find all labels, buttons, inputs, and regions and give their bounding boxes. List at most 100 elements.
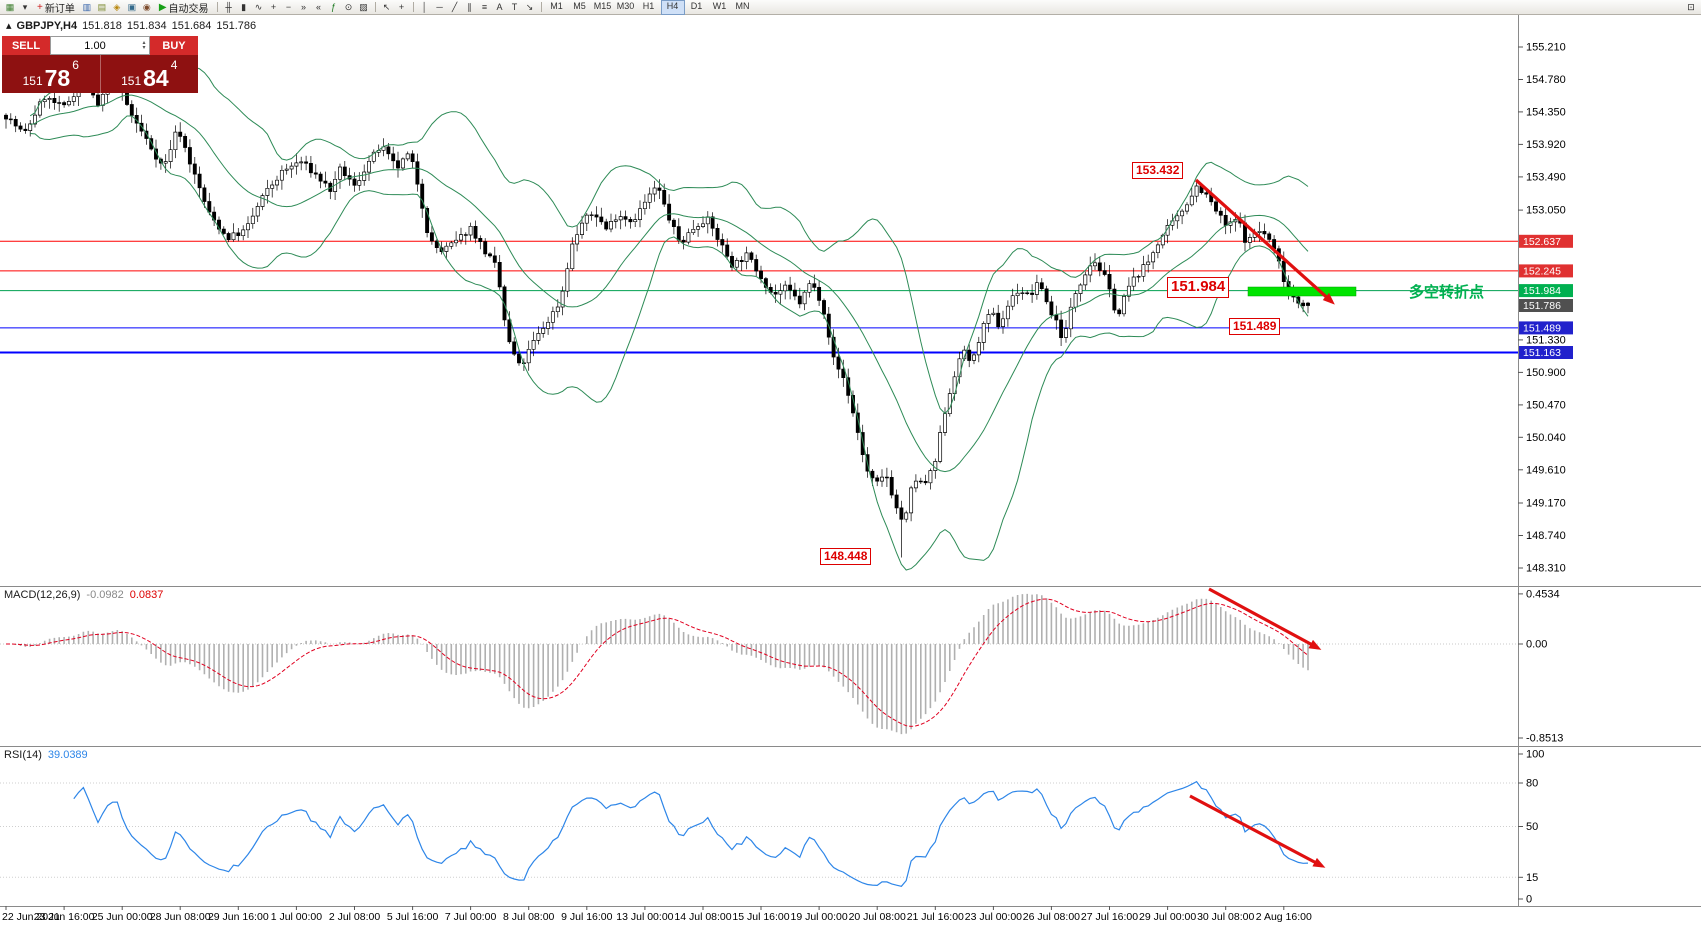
line-chart-icon[interactable]: ∿ <box>254 1 263 12</box>
indicators-icon[interactable]: ƒ <box>331 1 337 12</box>
svg-text:14 Jul 08:00: 14 Jul 08:00 <box>674 911 731 923</box>
timeframe-h4[interactable]: H4 <box>660 0 685 15</box>
new-chart-button[interactable]: ▦ <box>5 1 15 12</box>
timeframe-h1[interactable]: H1 <box>642 0 655 11</box>
timeframe-mn[interactable]: MN <box>735 0 750 11</box>
navigator-icon[interactable]: ◈ <box>113 1 121 12</box>
buy-price-prefix: 151 <box>121 74 142 88</box>
market-watch-icon[interactable]: ▥ <box>82 1 92 12</box>
svg-text:29 Jun 16:00: 29 Jun 16:00 <box>208 911 269 923</box>
templates-icon[interactable]: ▨ <box>359 1 368 12</box>
svg-text:153.920: 153.920 <box>1526 139 1566 151</box>
volume-up-icon[interactable]: ▴ <box>142 39 146 46</box>
svg-text:151.786: 151.786 <box>1523 300 1561 312</box>
svg-text:20 Jul 08:00: 20 Jul 08:00 <box>849 911 906 923</box>
annotation-peak-price[interactable]: 153.432 <box>1132 162 1184 179</box>
volume-spinner[interactable]: ▴ ▾ <box>139 39 149 51</box>
price-axis[interactable]: 155.210 154.780 154.350 153.920 153.490 153.0… <box>1518 42 1573 575</box>
buy-price-sup: 4 <box>170 58 178 72</box>
new-chart-dropdown-icon[interactable]: ▾ <box>22 1 28 12</box>
timeframe-m15[interactable]: M15 <box>593 0 612 11</box>
svg-text:50: 50 <box>1526 821 1538 833</box>
buy-price-button[interactable]: 151 84 4 <box>101 55 199 93</box>
sell-button[interactable]: SELL <box>2 36 50 55</box>
rsi-axis[interactable]: 100 80 50 15 0 <box>1518 749 1544 906</box>
svg-text:2 Aug 16:00: 2 Aug 16:00 <box>1256 911 1312 923</box>
crosshair-icon[interactable]: + <box>398 1 405 12</box>
sell-price-prefix: 151 <box>22 74 43 88</box>
symbol-name: GBPJPY,H4 <box>16 19 78 32</box>
annotation-low-price[interactable]: 148.448 <box>820 548 872 565</box>
macd-downtrend-arrow[interactable] <box>1208 587 1322 650</box>
rsi-line <box>73 780 1309 887</box>
svg-text:25 Jun 00:00: 25 Jun 00:00 <box>92 911 153 923</box>
auto-scroll-icon[interactable]: » <box>301 1 307 12</box>
svg-text:8 Jul 08:00: 8 Jul 08:00 <box>503 911 555 923</box>
macd-title: MACD(12,26,9) <box>4 589 81 601</box>
volume-input[interactable]: 1.00 ▴ ▾ <box>50 36 150 55</box>
macd-histogram <box>14 593 1309 735</box>
ohlc-high: 151.834 <box>126 19 167 32</box>
bollinger-upper-band <box>29 52 1309 415</box>
macd-axis[interactable]: 0.4534 0.00 -0.8513 <box>1518 588 1563 745</box>
svg-text:26 Jul 08:00: 26 Jul 08:00 <box>1023 911 1080 923</box>
pivot-highlight-rect[interactable] <box>1247 286 1357 297</box>
sell-price-button[interactable]: 151 78 6 <box>2 55 101 93</box>
volume-down-icon[interactable]: ▾ <box>142 44 146 51</box>
svg-text:151.984: 151.984 <box>1523 285 1561 297</box>
strategy-tester-icon[interactable]: ◉ <box>142 1 151 12</box>
svg-text:30 Jul 08:00: 30 Jul 08:00 <box>1197 911 1254 923</box>
svg-text:154.780: 154.780 <box>1526 74 1566 86</box>
svg-text:27 Jul 16:00: 27 Jul 16:00 <box>1081 911 1138 923</box>
svg-text:19 Jul 00:00: 19 Jul 00:00 <box>790 911 847 923</box>
chart-shift-icon[interactable]: « <box>316 1 322 12</box>
text-icon[interactable]: A <box>496 1 503 12</box>
annotation-turning-point-text[interactable]: 多空转折点 <box>1409 284 1485 301</box>
timeframe-d1[interactable]: D1 <box>690 0 703 11</box>
svg-text:5 Jul 16:00: 5 Jul 16:00 <box>387 911 439 923</box>
annotation-pivot-price[interactable]: 151.984 <box>1167 277 1230 298</box>
svg-text:23 Jun 16:00: 23 Jun 16:00 <box>34 911 95 923</box>
channel-icon[interactable]: ∥ <box>467 1 472 12</box>
fibonacci-icon[interactable]: ≡ <box>481 1 488 12</box>
annotation-support-price[interactable]: 151.489 <box>1229 318 1281 335</box>
data-window-icon[interactable]: ▤ <box>97 1 107 12</box>
arrows-icon[interactable]: ↘ <box>525 1 534 12</box>
price-marker-151.786 <box>1519 299 1573 312</box>
vertical-line-icon[interactable]: │ <box>421 1 428 12</box>
timeframe-m5[interactable]: M5 <box>573 0 586 11</box>
svg-text:22 Jun 2021: 22 Jun 2021 <box>2 911 60 923</box>
svg-text:29 Jul 00:00: 29 Jul 00:00 <box>1139 911 1196 923</box>
svg-text:155.210: 155.210 <box>1526 42 1566 54</box>
trendline-icon[interactable]: ╱ <box>451 1 458 12</box>
zoom-in-icon[interactable]: + <box>270 1 277 12</box>
horizontal-line-icon[interactable]: ─ <box>436 1 443 12</box>
periods-icon[interactable]: ⊙ <box>344 1 353 12</box>
svg-text:150.470: 150.470 <box>1526 399 1566 411</box>
zoom-out-icon[interactable]: − <box>285 1 292 12</box>
timeframe-w1[interactable]: W1 <box>712 0 727 11</box>
one-click-collapse-icon[interactable]: ▴ <box>6 20 12 32</box>
bar-chart-icon[interactable]: ╫ <box>225 1 232 12</box>
docking-icon[interactable]: ⊡ <box>1687 1 1695 12</box>
price-downtrend-arrow[interactable] <box>1194 178 1335 305</box>
svg-text:153.050: 153.050 <box>1526 205 1566 217</box>
new-order-button[interactable]: + 新订单 <box>33 1 79 15</box>
svg-text:0: 0 <box>1526 894 1532 906</box>
candlestick-chart-icon[interactable]: ▮ <box>241 1 247 12</box>
buy-button[interactable]: BUY <box>150 36 198 55</box>
buy-price-big: 84 <box>143 65 169 91</box>
timeframe-m1[interactable]: M1 <box>550 0 563 11</box>
ohlc-open: 151.818 <box>82 19 122 32</box>
cursor-icon[interactable]: ↖ <box>382 1 391 12</box>
new-order-button-label: 新订单 <box>44 3 75 15</box>
autotrading-button[interactable]: ▶ 自动交易 <box>155 1 213 15</box>
volume-value[interactable]: 1.00 <box>84 39 106 52</box>
terminal-icon[interactable]: ▣ <box>127 1 137 12</box>
timeframe-m30[interactable]: M30 <box>616 0 635 11</box>
label-icon[interactable]: T <box>511 1 518 12</box>
rsi-downtrend-arrow[interactable] <box>1189 794 1326 868</box>
svg-text:-0.8513: -0.8513 <box>1526 733 1563 745</box>
